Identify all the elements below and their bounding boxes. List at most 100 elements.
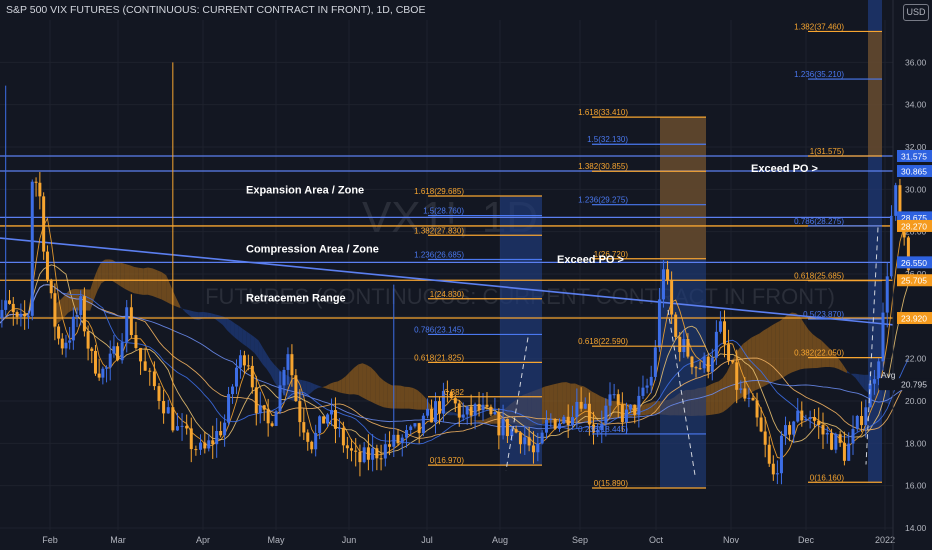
cloud-segment (86, 289, 91, 311)
price-label-bg (897, 274, 932, 287)
y-tick-label: 30.00 (905, 184, 927, 194)
candle-body (449, 391, 453, 399)
price-label-bg (897, 149, 932, 162)
cloud-segment (649, 401, 654, 415)
cloud-segment (234, 323, 239, 341)
candle-body (266, 409, 270, 424)
x-tick-label: Nov (723, 535, 740, 545)
candle-body (180, 425, 184, 427)
cloud-segment (120, 262, 125, 289)
cloud-segment (226, 318, 231, 335)
candle-body (851, 428, 855, 444)
cloud-segment (549, 384, 554, 423)
cloud-segment (851, 373, 856, 378)
cloud-segment (262, 347, 267, 369)
candle-body (234, 367, 238, 387)
candle-body (286, 354, 290, 370)
candle-body (583, 403, 587, 409)
moving-average (0, 284, 909, 439)
candle-body (349, 448, 353, 451)
cloud-segment (855, 373, 860, 384)
candle-body (825, 432, 829, 435)
candle-body (400, 437, 404, 444)
cloud-segment (325, 383, 330, 390)
cloud-segment (329, 382, 334, 391)
avg-tag-prefix: Avg (881, 370, 896, 380)
cloud-segment (184, 309, 190, 316)
cloud-segment (194, 311, 199, 321)
candle-body (53, 293, 57, 327)
price-label-bg (897, 312, 932, 325)
candle-body (341, 427, 345, 446)
cloud-segment (400, 385, 405, 409)
candle-body (26, 315, 30, 317)
x-tick-label: Sep (572, 535, 588, 545)
cloud-segment (101, 259, 106, 284)
candle-body (461, 414, 465, 418)
fib-label: 0(16.160) (810, 473, 845, 482)
candle-body (258, 405, 262, 414)
candle-body (694, 367, 698, 369)
candle-body (855, 415, 859, 429)
candle-body (657, 299, 661, 348)
horizontal-lines (0, 155, 893, 319)
cloud-segment (612, 400, 617, 420)
fib-label: 1.382(27.830) (414, 226, 464, 235)
cloud-segment (816, 337, 822, 368)
candle-body (139, 347, 143, 362)
candle-body (821, 424, 825, 435)
candle-body (718, 321, 722, 332)
candle-body (898, 185, 902, 219)
candle-body (804, 419, 808, 421)
cloud-segment (595, 393, 601, 421)
cloud-segment (129, 265, 135, 294)
candle-body (731, 360, 735, 363)
cloud-segment (557, 382, 563, 423)
candle-body (60, 338, 64, 349)
cloud-segment (641, 403, 646, 416)
price-label: 28.675 (901, 213, 927, 223)
candle-body (101, 368, 105, 378)
candle-body (830, 432, 834, 450)
chart-title: S&P 500 VIX FUTURES (CONTINUOUS: CURRENT… (6, 4, 426, 16)
fib-label: 1.236(26.685) (414, 251, 464, 260)
cloud-segment (600, 396, 605, 421)
candle-body (579, 401, 583, 409)
currency-button[interactable]: USD (903, 4, 929, 21)
cloud-segment (421, 393, 426, 410)
candle-body (270, 423, 274, 426)
cloud-segment (449, 411, 454, 416)
candle-body (15, 312, 19, 317)
candle-body (82, 296, 86, 332)
candle-body (775, 473, 779, 475)
candle-body (417, 423, 421, 434)
fib-label: 0.382 (444, 388, 465, 397)
candle-body (203, 442, 207, 449)
cloud-segment (763, 328, 768, 387)
cloud-segment (864, 374, 869, 393)
annotation-label: Exceed PO > (751, 163, 818, 175)
candle-body (497, 412, 501, 436)
x-tick-label: Oct (649, 535, 664, 545)
candle-body (314, 433, 318, 450)
candle-body (690, 356, 694, 368)
candle-body (877, 361, 881, 380)
candle-body (152, 371, 156, 387)
cloud-segment (722, 372, 727, 413)
candle-body (366, 447, 370, 460)
candle-body (641, 387, 645, 396)
cloud-segment (180, 306, 185, 312)
candle-body (30, 181, 34, 316)
candle-body (157, 386, 161, 401)
cloud-segment (97, 262, 102, 291)
price-label: 28.270 (901, 221, 927, 231)
cloud-segment (341, 376, 346, 394)
cloud-segment (266, 353, 271, 375)
candle-body (0, 309, 4, 319)
cloud-segment (493, 413, 498, 424)
candle-body (723, 321, 727, 345)
candle-body (755, 400, 759, 418)
annotation-label: Retracemen Range (246, 292, 346, 304)
x-tick-label: 2022 (875, 535, 895, 545)
